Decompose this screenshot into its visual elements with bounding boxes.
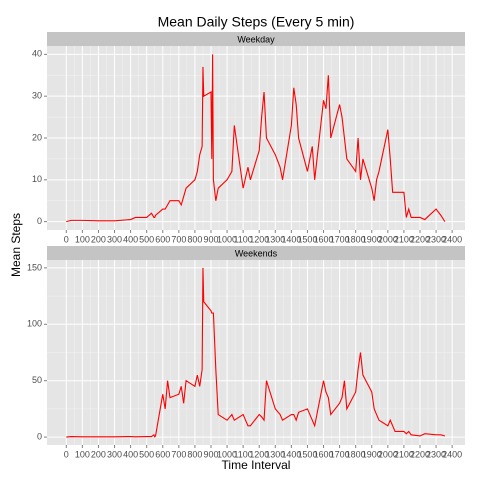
x-tick-label: 600 [155,234,170,244]
x-tick-label: 400 [123,449,138,459]
x-tick-label: 200 [91,234,106,244]
data-line [66,54,446,223]
x-tick-label: 1700 [330,234,350,244]
x-tick-label: 1200 [249,449,269,459]
y-tick-label: 40 [32,49,42,59]
x-tick-label: 0 [64,234,69,244]
x-tick-label: 1200 [249,234,269,244]
x-tick-label: 200 [91,449,106,459]
facet-label: Weekends [235,248,278,258]
facet-strip [47,246,465,260]
y-tick-label: 50 [32,375,42,385]
x-tick-label: 1000 [217,449,237,459]
x-tick-label: 1500 [297,449,317,459]
x-tick-label: 0 [64,449,69,459]
x-tick-label: 1700 [330,449,350,459]
facet-strip [47,32,465,46]
x-tick-label: 700 [171,449,186,459]
x-tick-label: 900 [203,234,218,244]
x-tick-label: 1600 [314,449,334,459]
y-tick-label: 0 [37,216,42,226]
x-tick-label: 2200 [410,234,430,244]
x-tick-label: 800 [187,234,202,244]
x-tick-label: 1600 [314,234,334,244]
x-tick-label: 400 [123,234,138,244]
y-tick-label: 10 [32,174,42,184]
x-tick-label: 1300 [265,449,285,459]
y-tick-label: 150 [27,262,42,272]
x-tick-label: 1300 [265,234,285,244]
x-tick-label: 2000 [378,234,398,244]
x-tick-label: 1800 [346,234,366,244]
y-tick-label: 30 [32,91,42,101]
x-tick-label: 600 [155,449,170,459]
x-tick-label: 2400 [442,234,462,244]
x-tick-label: 1400 [281,449,301,459]
x-tick-label: 1000 [217,234,237,244]
x-tick-label: 2300 [426,449,446,459]
x-tick-label: 800 [187,449,202,459]
x-tick-label: 2000 [378,449,398,459]
data-line [66,267,446,438]
x-tick-label: 900 [203,449,218,459]
x-tick-label: 100 [75,449,90,459]
y-axis-label: Mean Steps [9,213,23,277]
y-tick-label: 100 [27,319,42,329]
x-tick-label: 2100 [394,449,414,459]
x-tick-label: 1900 [362,234,382,244]
x-tick-label: 2200 [410,449,430,459]
x-tick-label: 1900 [362,449,382,459]
x-tick-label: 1400 [281,234,301,244]
y-tick-label: 0 [37,431,42,441]
x-axis-label: Time Interval [222,458,291,472]
x-tick-label: 2100 [394,234,414,244]
x-tick-label: 1800 [346,449,366,459]
facet-label: Weekday [237,34,275,44]
x-tick-label: 1100 [233,234,252,244]
x-tick-label: 2400 [442,449,462,459]
x-tick-label: 1500 [297,234,317,244]
x-tick-label: 500 [139,234,154,244]
x-tick-label: 700 [171,234,186,244]
x-tick-label: 2300 [426,234,446,244]
x-tick-label: 500 [139,449,154,459]
x-tick-label: 300 [107,449,122,459]
x-tick-label: 1100 [233,449,252,459]
y-tick-label: 20 [32,132,42,142]
chart-title: Mean Daily Steps (Every 5 min) [158,14,355,30]
x-tick-label: 300 [107,234,122,244]
x-tick-label: 100 [75,234,90,244]
